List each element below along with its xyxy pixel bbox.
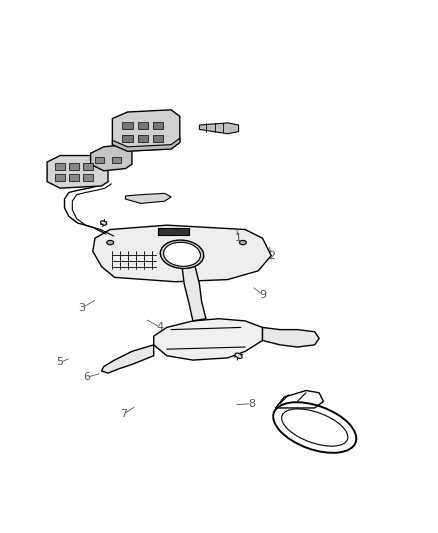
Text: 7: 7 xyxy=(120,409,127,419)
Polygon shape xyxy=(93,225,271,282)
Polygon shape xyxy=(102,345,154,373)
Polygon shape xyxy=(182,264,206,321)
Polygon shape xyxy=(154,319,262,360)
Text: 1: 1 xyxy=(235,233,242,243)
Bar xyxy=(83,174,93,181)
Text: 4: 4 xyxy=(157,322,164,333)
Polygon shape xyxy=(262,327,319,347)
Bar xyxy=(138,123,148,130)
Ellipse shape xyxy=(235,353,242,358)
Text: 5: 5 xyxy=(57,357,64,367)
Text: 9: 9 xyxy=(259,290,266,300)
Polygon shape xyxy=(199,123,239,134)
Bar xyxy=(138,135,148,142)
Polygon shape xyxy=(125,193,171,204)
Ellipse shape xyxy=(170,229,177,233)
Bar xyxy=(55,174,65,181)
Bar xyxy=(113,157,121,163)
Polygon shape xyxy=(158,228,188,235)
Ellipse shape xyxy=(101,221,107,225)
Bar xyxy=(122,135,133,142)
Bar xyxy=(69,163,79,170)
Text: 2: 2 xyxy=(268,251,275,261)
Polygon shape xyxy=(91,144,132,171)
Bar xyxy=(55,163,65,170)
Bar xyxy=(153,135,163,142)
Ellipse shape xyxy=(163,243,201,266)
Text: 8: 8 xyxy=(248,399,255,409)
Bar xyxy=(95,157,104,163)
Bar xyxy=(122,123,133,130)
Polygon shape xyxy=(47,156,108,188)
Bar xyxy=(83,163,93,170)
Bar xyxy=(153,123,163,130)
Polygon shape xyxy=(113,138,180,151)
Text: 6: 6 xyxy=(83,373,90,383)
Ellipse shape xyxy=(160,240,204,269)
Bar xyxy=(69,174,79,181)
Polygon shape xyxy=(113,110,180,151)
Ellipse shape xyxy=(107,240,114,245)
Ellipse shape xyxy=(240,240,247,245)
Text: 3: 3 xyxy=(78,303,85,313)
